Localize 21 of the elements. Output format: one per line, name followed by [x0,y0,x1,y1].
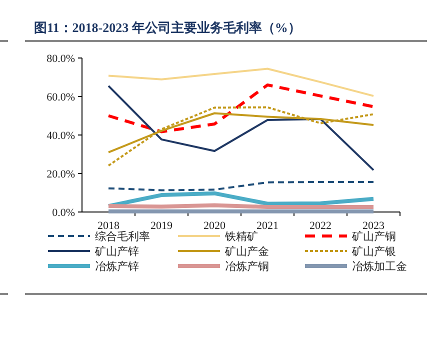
legend-label: 铁精矿 [224,230,258,243]
x-tick-label: 2019 [150,220,173,232]
x-tick-label: 2021 [256,220,278,232]
x-tick-label: 2018 [98,220,120,232]
y-tick-label: 60.0% [46,92,75,104]
legend-label: 冶炼加工金 [352,260,407,273]
legend-label: 矿山产金 [224,245,269,258]
legend-label: 冶炼产铜 [225,260,269,273]
y-tick-label: 40.0% [46,130,75,142]
legend-label: 矿山产银 [351,245,396,258]
chart-title: 图11：2018-2023 年公司主要业务毛利率（%） [34,20,301,35]
y-tick-label: 80.0% [46,53,75,65]
x-tick-label: 2022 [310,220,332,232]
legend-label: 矿山产铜 [351,230,396,243]
x-tick-label: 2020 [204,220,226,232]
x-tick-label: 2023 [362,220,385,232]
legend-label: 矿山产锌 [94,245,139,258]
legend-label: 综合毛利率 [95,230,150,243]
y-tick-label: 20.0% [46,168,75,180]
y-tick-label: 0.0% [52,207,75,219]
legend-label: 冶炼产锌 [95,260,139,273]
